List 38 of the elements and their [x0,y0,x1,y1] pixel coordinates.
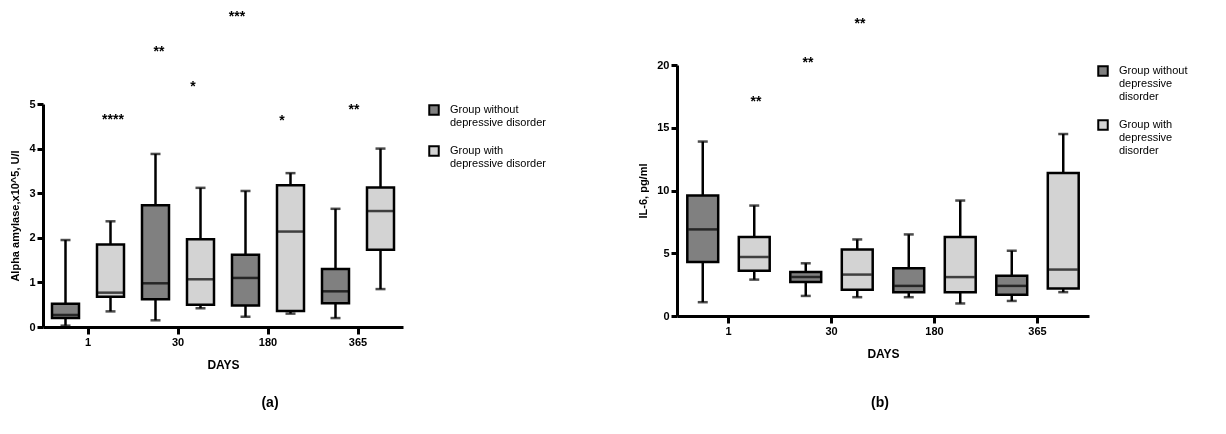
y-axis-title: IL-6, pg/ml [637,163,650,219]
text: (a) [261,394,279,410]
y-tick-label: 5 [29,97,36,110]
legend-label: Group without depressive disorder [1119,64,1188,102]
y-tick-label: 15 [657,121,670,134]
x-tick-label: 180 [258,335,278,348]
x-tick-label: 365 [348,335,368,348]
x-tick-label: 30 [171,335,185,348]
annotation: ** [802,54,814,70]
y-tick-label: 10 [657,184,670,196]
legend-label: Group with depressive disorder [450,144,547,169]
y-tick-label: 0 [29,320,36,333]
y-tick-label: 0 [663,309,670,322]
annotation: ** [348,101,360,117]
y-tick-label: 2 [29,231,36,244]
x-tick-label: 30 [825,324,838,337]
text: ** [854,15,866,31]
x-axis-title: DAYS [207,357,240,372]
y-tick-label: 20 [657,58,670,71]
text: *** [228,8,246,24]
x-tick-label: 180 [925,324,944,337]
legend-label: Group without depressive disorder [450,103,547,128]
x-tick-label: 1 [725,324,732,337]
x-tick-label: 365 [1028,324,1047,337]
y-tick-label: 3 [29,186,36,199]
annotation: * [279,112,286,128]
y-axis-title: Alpha amylase,x10^5, U/l [9,150,22,282]
annotation: **** [102,111,125,127]
text: * [190,78,197,94]
text: (b) [871,394,889,410]
x-tick-label: 1 [84,335,92,348]
annotation: ** [750,93,762,109]
x-axis-title: DAYS [867,346,900,361]
y-tick-label: 4 [29,142,37,155]
y-tick-label: 1 [29,275,36,288]
text: ** [153,43,165,59]
y-tick-label: 5 [663,246,670,259]
legend-label: Group with depressive disorder [1119,118,1173,156]
